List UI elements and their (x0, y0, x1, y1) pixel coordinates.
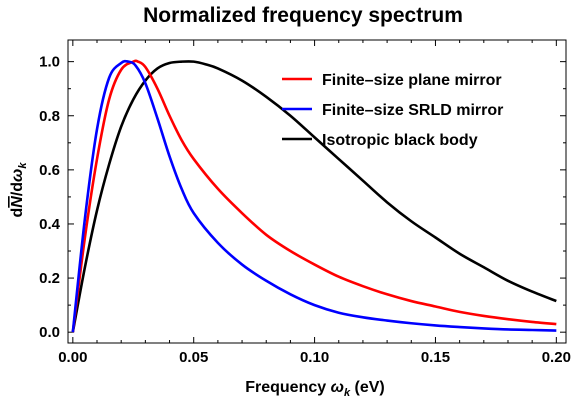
y-label-symbol2: ω (9, 169, 26, 182)
series-line-1 (71, 59, 557, 333)
x-label-main: Frequency (245, 379, 330, 396)
x-label-symbol: ω (331, 379, 344, 396)
y-label-symbol: N (9, 196, 26, 208)
chart-title: Normalized frequency spectrum (143, 4, 463, 27)
x-tick-label: 0.10 (300, 349, 329, 366)
legend-label-0: Finite–size plane mirror (322, 72, 502, 89)
y-tick-label: 0.6 (39, 162, 60, 179)
y-label-sub: k (17, 162, 29, 169)
y-tick-label: 0.8 (39, 108, 60, 125)
x-label-unit: (eV) (350, 379, 385, 396)
series-line-0 (71, 59, 557, 333)
plot-frame (67, 39, 567, 344)
y-tick-label: 0.0 (39, 324, 60, 341)
legend-label-1: Finite–size SRLD mirror (322, 102, 503, 119)
x-axis-ticks: 0.00 0.05 0.10 0.15 0.20 (58, 40, 571, 366)
y-axis-label: dN/dωk (9, 162, 29, 218)
x-tick-label: 0.20 (542, 349, 571, 366)
series-line-2 (71, 60, 557, 333)
legend: Finite–size plane mirror Finite–size SRLD… (282, 72, 503, 149)
y-axis-ticks: 0.0 0.2 0.4 0.6 0.8 1.0 (39, 54, 566, 341)
y-tick-label: 0.4 (39, 216, 61, 233)
series-lines (71, 59, 557, 333)
y-tick-label: 1.0 (39, 54, 60, 71)
y-label-mid: /d (9, 182, 26, 196)
x-tick-label: 0.00 (58, 349, 87, 366)
x-tick-label: 0.15 (421, 349, 450, 366)
x-tick-label: 0.05 (179, 349, 208, 366)
y-label-prefix: d (9, 208, 26, 218)
y-tick-label: 0.2 (39, 270, 60, 287)
legend-label-2: Isotropic black body (322, 132, 478, 149)
x-label-sub: k (344, 387, 351, 399)
x-axis-label: Frequency ωk (eV) (245, 379, 385, 399)
